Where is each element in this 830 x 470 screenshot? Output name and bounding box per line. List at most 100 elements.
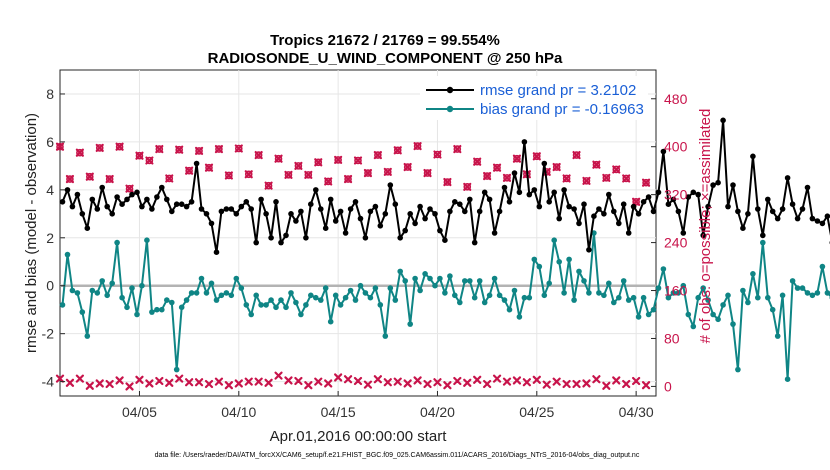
rmse-point (104, 203, 110, 210)
assimilated-obs-point (165, 174, 174, 183)
rmse-point (178, 201, 185, 207)
assimilated-obs-point (224, 381, 233, 390)
rmse-point (516, 189, 523, 196)
rmse-point (710, 182, 716, 188)
possible-obs-point (364, 169, 372, 177)
bias-point (531, 256, 538, 263)
rmse-point (427, 206, 433, 212)
assimilated-obs-point (492, 163, 502, 172)
assimilated-obs-point (314, 158, 323, 167)
assimilated-obs-point (353, 376, 363, 386)
assimilated-obs-point (214, 377, 224, 386)
rmse-point (447, 208, 453, 215)
rmse-point (422, 215, 428, 222)
bias-point (293, 299, 299, 306)
assimilated-obs-point (155, 376, 164, 386)
assimilated-obs-point (612, 376, 621, 385)
rmse-point (342, 230, 349, 236)
x-tick-label: 04/30 (619, 404, 654, 420)
rmse-point (322, 225, 329, 231)
assimilated-obs-point (622, 379, 631, 389)
axis-ticks: -4 -2 0 2 4 6 8 04/05 04/10 04/15 04/20 04/25 04/30 0… (42, 86, 688, 420)
rmse-point (144, 196, 150, 203)
possible-obs-point (254, 151, 263, 159)
bias-point (308, 292, 314, 299)
bias-point (208, 280, 215, 287)
bias-point (109, 280, 115, 287)
bias-point (620, 278, 627, 284)
rmse-point (685, 194, 692, 200)
assimilated-obs-point (562, 379, 571, 389)
rmse-point (645, 194, 652, 200)
possible-obs-point (294, 162, 303, 170)
assimilated-obs-point (443, 381, 452, 390)
bias-point (99, 278, 105, 284)
assimilated-obs-point (284, 170, 293, 179)
rmse-point (183, 203, 190, 210)
assimilated-obs-point (522, 378, 531, 387)
assimilated-obs-point (314, 377, 323, 386)
possible-obs-point (145, 156, 154, 165)
bias-point (645, 311, 652, 318)
bias-point (625, 297, 632, 303)
assimilated-obs-point (512, 376, 522, 385)
bias-point (720, 302, 726, 308)
possible-obs-point (453, 145, 462, 153)
rmse-point (437, 227, 443, 234)
rmse-point (506, 199, 513, 205)
bias-point (228, 292, 235, 299)
rmse-point (655, 189, 662, 196)
bias-point (283, 304, 289, 311)
bias-point (253, 292, 259, 299)
possible-obs-point (155, 145, 164, 153)
bias-point (313, 294, 319, 301)
bias-point (536, 263, 543, 270)
bias-point (735, 366, 741, 373)
possible-obs-point (632, 198, 640, 206)
possible-obs-point (235, 144, 243, 153)
rmse-point (99, 184, 105, 191)
rmse-point (407, 211, 414, 217)
assimilated-obs-point (254, 377, 263, 386)
assimilated-obs-point (304, 170, 313, 179)
rmse-point (283, 232, 289, 239)
bias-point (467, 278, 473, 284)
rmse-point (243, 199, 250, 205)
bias-point (784, 376, 791, 383)
rmse-point (640, 199, 647, 205)
rmse-point (367, 208, 374, 215)
footnote: data file: /Users/raeder/DAI/ATM_forcXX/… (155, 452, 640, 459)
rmse-point (352, 199, 359, 205)
bias-point (481, 299, 488, 306)
possible-obs-point (354, 156, 362, 165)
assimilated-obs-point (562, 174, 571, 183)
possible-obs-point (56, 142, 64, 151)
assimilated-obs-point (264, 181, 273, 190)
rmse-point (591, 213, 597, 219)
assimilated-obs-point (145, 156, 154, 165)
bias-point (755, 294, 761, 301)
bias-point (725, 292, 731, 299)
assimilated-obs-point (572, 150, 581, 160)
assimilated-obs-point (373, 150, 382, 160)
bias-point (74, 290, 81, 296)
bias-point (541, 292, 548, 299)
bias-point (501, 297, 508, 303)
possible-obs-point (86, 172, 94, 181)
assimilated-obs-point (155, 145, 164, 154)
assimilated-obs-point (473, 375, 482, 384)
assimilated-obs-point (343, 375, 353, 384)
assimilated-obs-point (294, 376, 303, 386)
bias-point (149, 309, 155, 315)
assimilated-obs-point (532, 152, 541, 161)
rmse-point (665, 201, 672, 207)
assimilated-obs-point (393, 146, 402, 155)
possible-obs-point (244, 170, 253, 179)
assimilated-obs-point (55, 374, 65, 383)
bias-point (278, 297, 284, 303)
rmse-point (546, 199, 552, 205)
rmse-point (154, 194, 160, 200)
assimilated-obs-point (383, 378, 392, 387)
rmse-point (392, 201, 399, 207)
bias-point (556, 259, 562, 265)
